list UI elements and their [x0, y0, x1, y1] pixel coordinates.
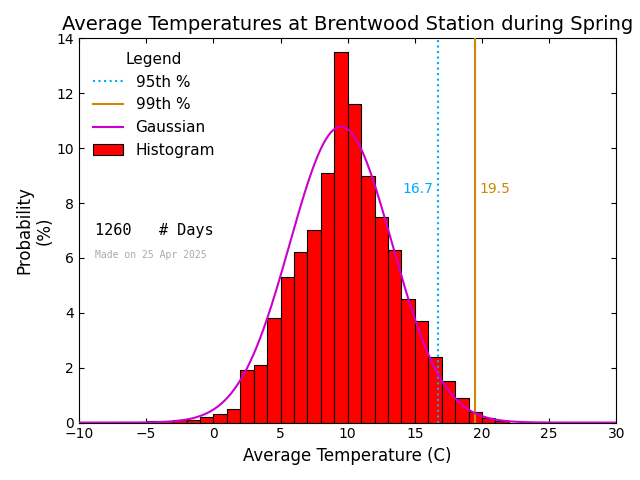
- Bar: [374, 217, 388, 422]
- Bar: [159, 421, 173, 422]
- Bar: [294, 252, 307, 422]
- Bar: [428, 357, 442, 422]
- Bar: [401, 299, 415, 422]
- Bar: [267, 318, 280, 422]
- Bar: [280, 277, 294, 422]
- X-axis label: Average Temperature (C): Average Temperature (C): [243, 447, 452, 465]
- Bar: [186, 420, 200, 422]
- Bar: [146, 421, 159, 422]
- Bar: [253, 365, 267, 422]
- Bar: [334, 52, 348, 422]
- Bar: [388, 250, 401, 422]
- Bar: [321, 173, 334, 422]
- Title: Average Temperatures at Brentwood Station during Spring: Average Temperatures at Brentwood Statio…: [62, 15, 634, 34]
- Bar: [415, 321, 428, 422]
- Legend: 95th %, 99th %, Gaussian, Histogram: 95th %, 99th %, Gaussian, Histogram: [86, 46, 221, 164]
- Bar: [173, 420, 186, 422]
- Bar: [240, 371, 253, 422]
- Bar: [227, 409, 240, 422]
- Bar: [482, 419, 495, 422]
- Text: 16.7: 16.7: [403, 182, 434, 196]
- Text: 1260   # Days: 1260 # Days: [95, 223, 214, 238]
- Text: 19.5: 19.5: [479, 182, 510, 196]
- Bar: [495, 421, 509, 422]
- Text: Made on 25 Apr 2025: Made on 25 Apr 2025: [95, 250, 207, 260]
- Bar: [200, 417, 213, 422]
- Bar: [455, 398, 468, 422]
- Bar: [361, 176, 374, 422]
- Bar: [348, 104, 361, 422]
- Bar: [307, 230, 321, 422]
- Bar: [442, 382, 455, 422]
- Bar: [213, 414, 227, 422]
- Bar: [468, 412, 482, 422]
- Y-axis label: Probability
(%): Probability (%): [15, 187, 54, 275]
